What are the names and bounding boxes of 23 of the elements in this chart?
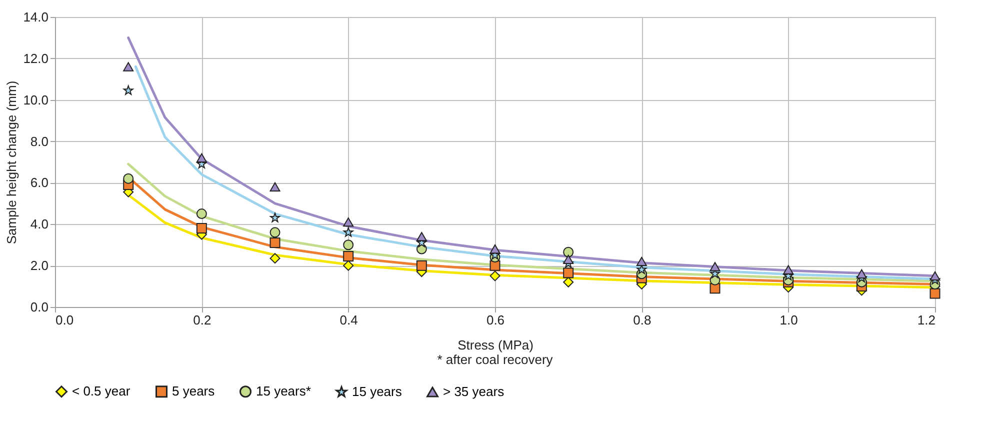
x-tick-label: 0.6 [486,312,505,328]
y-tick-label: 2.0 [30,258,48,274]
y-axis-title: Sample height change (mm) [4,80,20,244]
legend-label: 15 years [352,384,402,400]
legend-label: 15 years* [256,384,311,399]
legend-label: > 35 years [443,384,505,399]
x-tick-label: 0.8 [633,312,652,328]
legend-label: 5 years [172,384,216,399]
y-tick-label: 4.0 [30,216,48,232]
y-tick-label: 12.0 [23,50,48,66]
y-tick-label: 8.0 [30,134,48,149]
x-tick-label: 0.0 [56,312,74,328]
x-tick-label: 1.2 [917,312,936,328]
legend-label: < 0.5 year [72,384,131,399]
y-tick-label: 14.0 [23,10,48,24]
x-tick-label: 0.2 [193,312,212,328]
y-tick-label: 6.0 [30,175,48,190]
x-axis-title: Stress (MPa) [458,338,534,352]
y-tick-label: 0.0 [30,300,48,314]
x-tick-label: 0.4 [340,312,358,328]
text: * after coal recovery [437,352,554,367]
x-tick-label: 1.0 [780,312,798,328]
y-tick-label: 10.0 [23,92,48,108]
